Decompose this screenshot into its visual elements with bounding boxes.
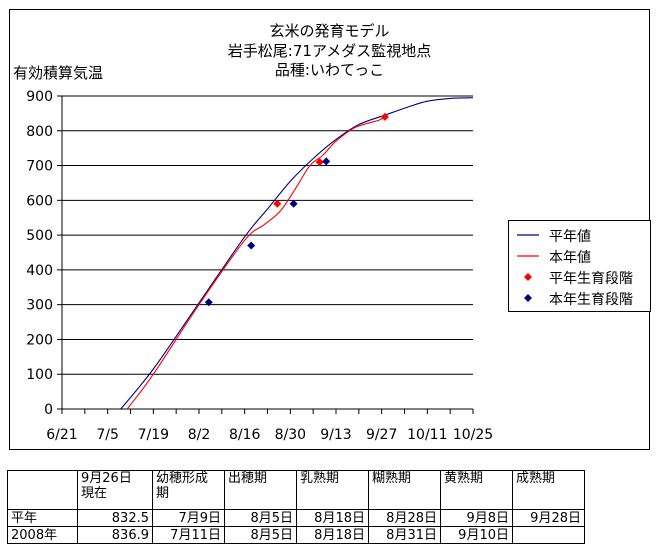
table-header-cell [7, 470, 78, 510]
table-cell: 8月18日 [296, 526, 369, 544]
table-cell: 8月31日 [368, 526, 441, 544]
y-tick-label: 200 [26, 332, 53, 348]
table-cell: 2008年 [7, 526, 78, 544]
y-axis-label: 有効積算気温 [13, 64, 104, 82]
x-tick-label: 7/5 [96, 427, 119, 443]
legend-item-current-stage: 本年生育段階 [509, 288, 650, 308]
y-tick-label: 100 [26, 367, 53, 383]
table-cell: 7月9日 [152, 509, 225, 527]
chart-plot: 0 100 200 300 400 500 600 700 800 900 6/21 7/5 7/19 8… [26, 89, 493, 443]
legend-diamond-navy-icon [524, 294, 532, 302]
y-tick-label: 0 [44, 402, 53, 418]
x-tick-label: 10/11 [407, 427, 447, 443]
table-cell [512, 526, 585, 544]
y-tick-label: 400 [26, 263, 53, 279]
legend-item-normal-stage: 平年生育段階 [509, 267, 650, 287]
x-tick-label: 8/2 [188, 427, 211, 443]
legend-label-current-stage: 本年生育段階 [549, 292, 633, 308]
table-cell: 8月18日 [296, 509, 369, 527]
table-cell: 832.5 [77, 509, 153, 527]
stage-point [315, 158, 324, 167]
y-tick-label: 500 [26, 228, 53, 244]
table-cell: 8月5日 [224, 509, 297, 527]
chart-legend: 平年値 本年値 平年生育段階 本年生育段階 [508, 220, 651, 312]
growth-stage-table: 9月26日 現在 幼穂形成 期 出穂期 乳熟期 糊熟期 黄熟期 成熟期 平年 8… [7, 470, 585, 544]
stage-point [289, 199, 298, 208]
legend-label-normal-stage: 平年生育段階 [549, 271, 633, 287]
stage-point [247, 241, 256, 250]
table-cell: 7月11日 [152, 526, 225, 544]
table-row: 2008年 836.9 7月11日 8月5日 8月18日 8月31日 9月10日 [7, 526, 585, 544]
chart-frame: 0 100 200 300 400 500 600 700 800 900 6/21 7/5 7/19 8… [9, 9, 651, 450]
chart-subtitle-variety: 品種:いわてっこ [274, 61, 385, 79]
table-cell: 8月28日 [368, 509, 441, 527]
table-cell: 平年 [7, 509, 78, 527]
y-tick-label: 800 [26, 124, 53, 140]
x-tick-label: 9/27 [366, 427, 397, 443]
table-header-cell: 糊熟期 [368, 470, 441, 510]
stage-point [273, 199, 282, 208]
legend-item-current: 本年値 [509, 246, 650, 266]
x-tick-label: 10/25 [453, 427, 493, 443]
y-tick-label: 300 [26, 298, 53, 314]
x-tick-label: 7/19 [138, 427, 169, 443]
table-cell: 9月10日 [440, 526, 513, 544]
y-tick-label: 700 [26, 159, 53, 175]
table-header-row: 9月26日 現在 幼穂形成 期 出穂期 乳熟期 糊熟期 黄熟期 成熟期 [7, 470, 585, 510]
x-tick-label: 8/30 [275, 427, 306, 443]
table-header-cell: 出穂期 [224, 470, 297, 510]
stage-point [380, 112, 389, 121]
table-header-cell: 黄熟期 [440, 470, 513, 510]
x-tick-label: 9/13 [320, 427, 351, 443]
table-cell: 9月8日 [440, 509, 513, 527]
y-tick-label: 900 [26, 89, 53, 105]
table-header-cell: 成熟期 [512, 470, 585, 510]
table-cell: 8月5日 [224, 526, 297, 544]
table-header-cell: 乳熟期 [296, 470, 369, 510]
series-line-normal [120, 97, 474, 410]
x-tick-label: 6/21 [46, 427, 77, 443]
chart-title: 玄米の発育モデル [269, 22, 390, 40]
legend-label-current: 本年値 [549, 250, 591, 266]
table-cell: 836.9 [77, 526, 153, 544]
series-line-current [126, 116, 386, 410]
table-cell: 9月28日 [512, 509, 585, 527]
header-line: 9月26日 現在 [81, 471, 132, 502]
stage-point [322, 157, 331, 166]
table-header-cell: 幼穂形成 期 [152, 470, 225, 510]
legend-diamond-red-icon [524, 273, 532, 281]
x-tick-label: 8/16 [229, 427, 261, 443]
legend-label-normal: 平年値 [549, 229, 591, 245]
stage-point [204, 298, 213, 307]
legend-line-normal-icon [517, 234, 539, 236]
y-tick-label: 600 [26, 193, 53, 209]
table-header-cell: 9月26日 現在 [77, 470, 153, 510]
legend-item-normal: 平年値 [509, 225, 650, 245]
header-line: 幼穂形成 期 [156, 471, 209, 502]
legend-line-current-icon [517, 255, 539, 257]
table-row: 平年 832.5 7月9日 8月5日 8月18日 8月28日 9月8日 9月28… [7, 509, 585, 527]
chart-subtitle-station: 岩手松尾:71アメダス監視地点 [227, 42, 432, 60]
